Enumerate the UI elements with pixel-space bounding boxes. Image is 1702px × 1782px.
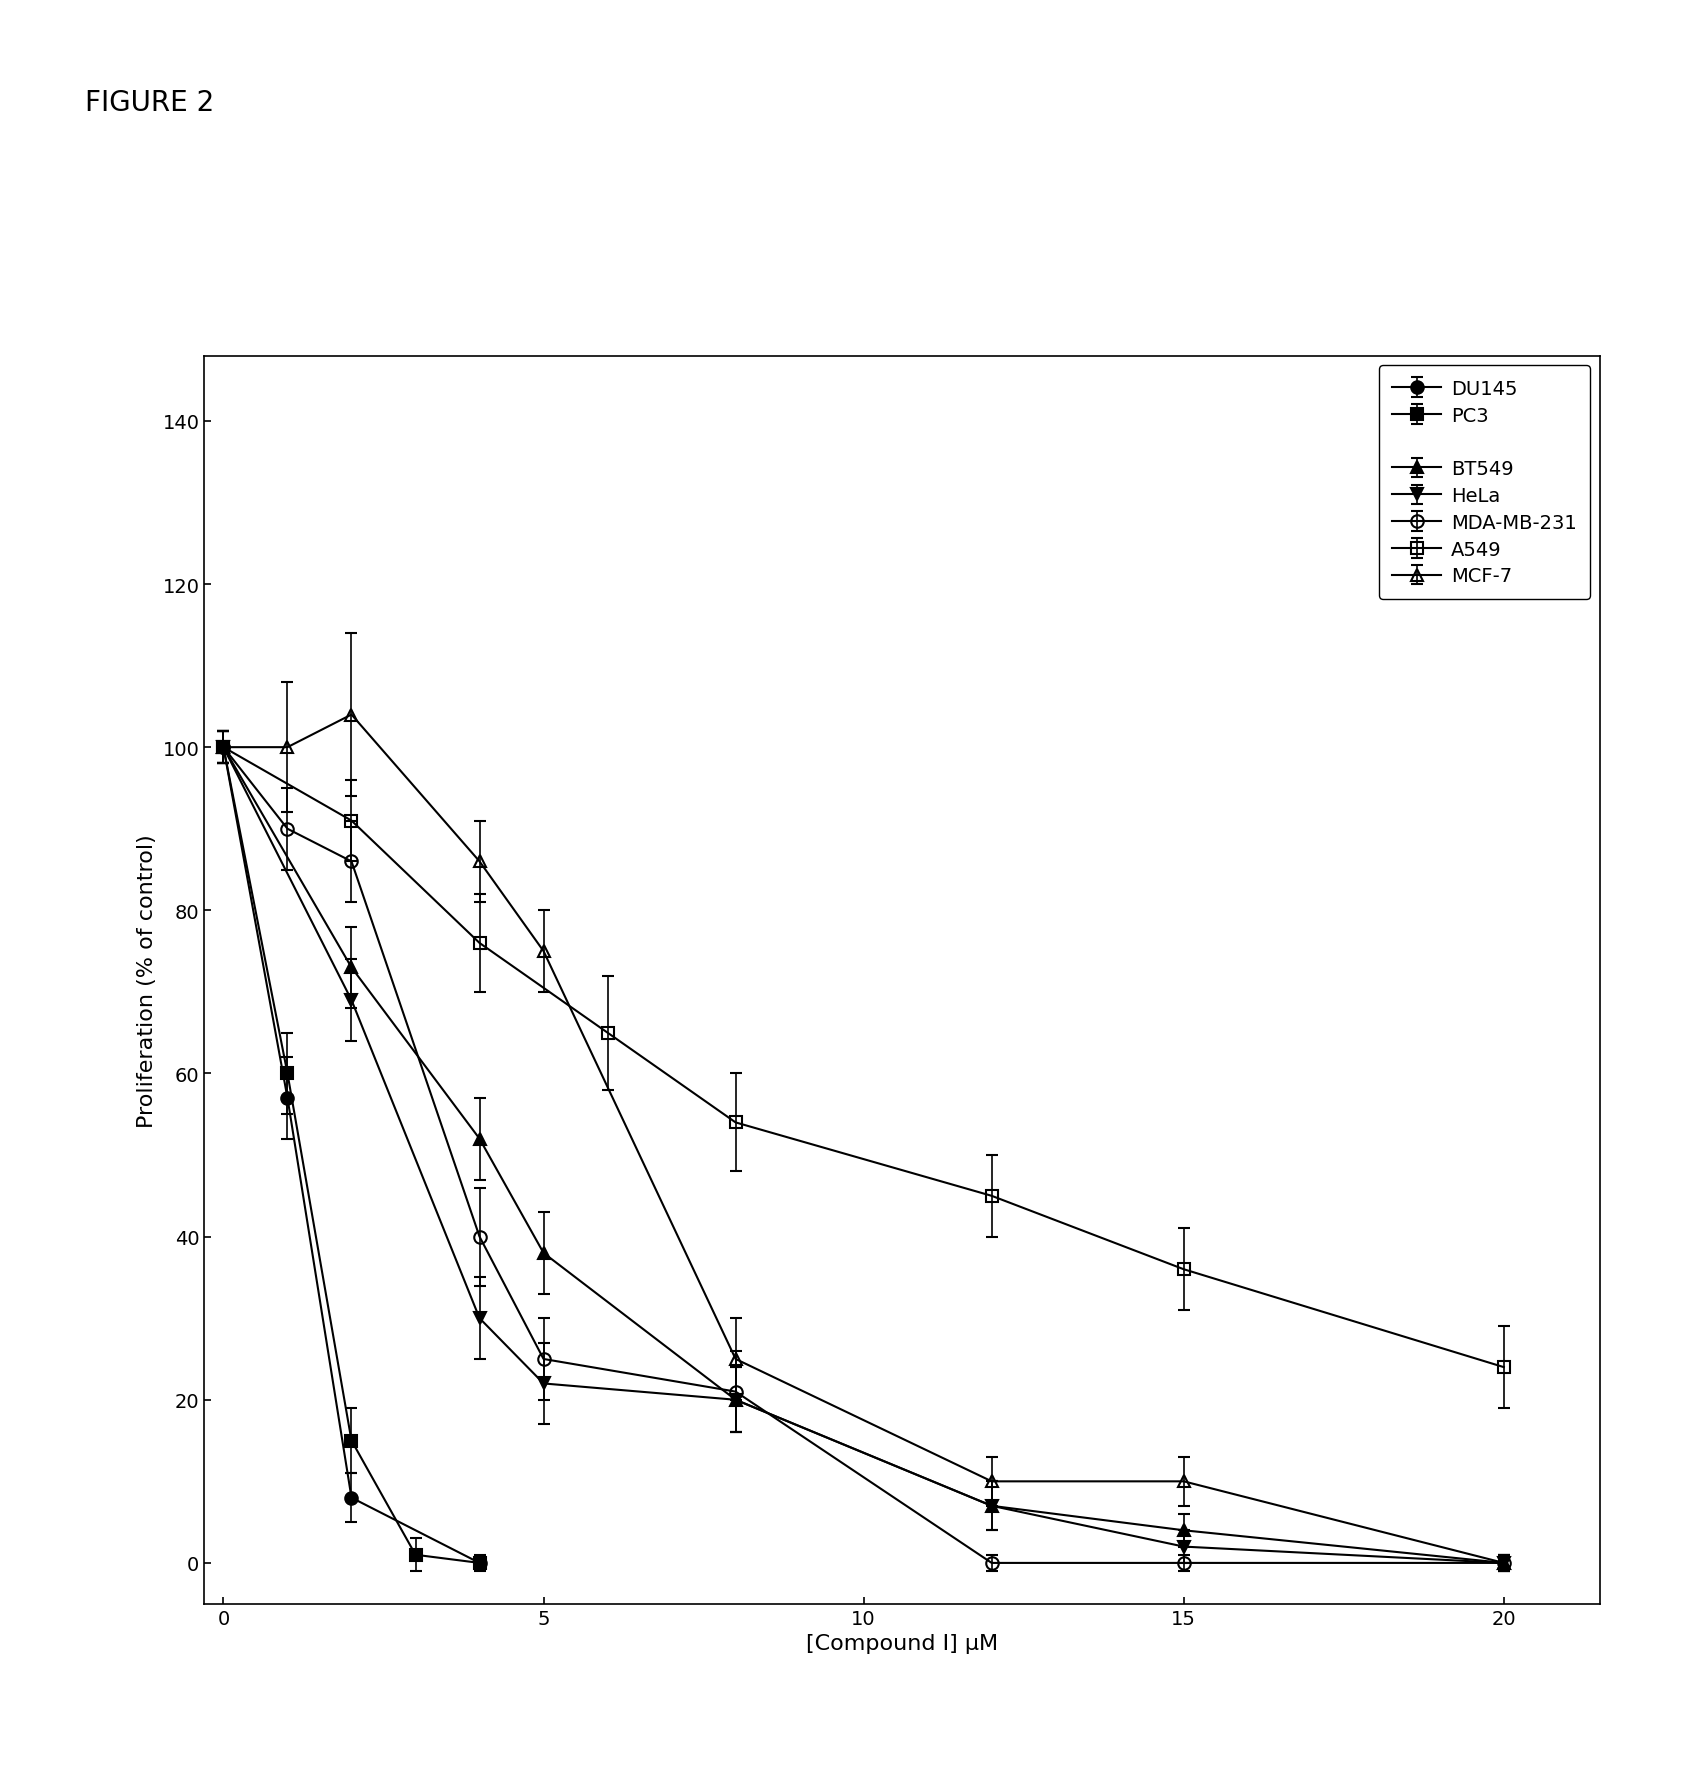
Y-axis label: Proliferation (% of control): Proliferation (% of control) — [136, 834, 157, 1126]
Legend: DU145, PC3, , BT549, HeLa, MDA-MB-231, A549, MCF-7: DU145, PC3, , BT549, HeLa, MDA-MB-231, A… — [1379, 365, 1590, 601]
Text: FIGURE 2: FIGURE 2 — [85, 89, 214, 118]
X-axis label: [Compound I] μM: [Compound I] μM — [807, 1632, 997, 1654]
